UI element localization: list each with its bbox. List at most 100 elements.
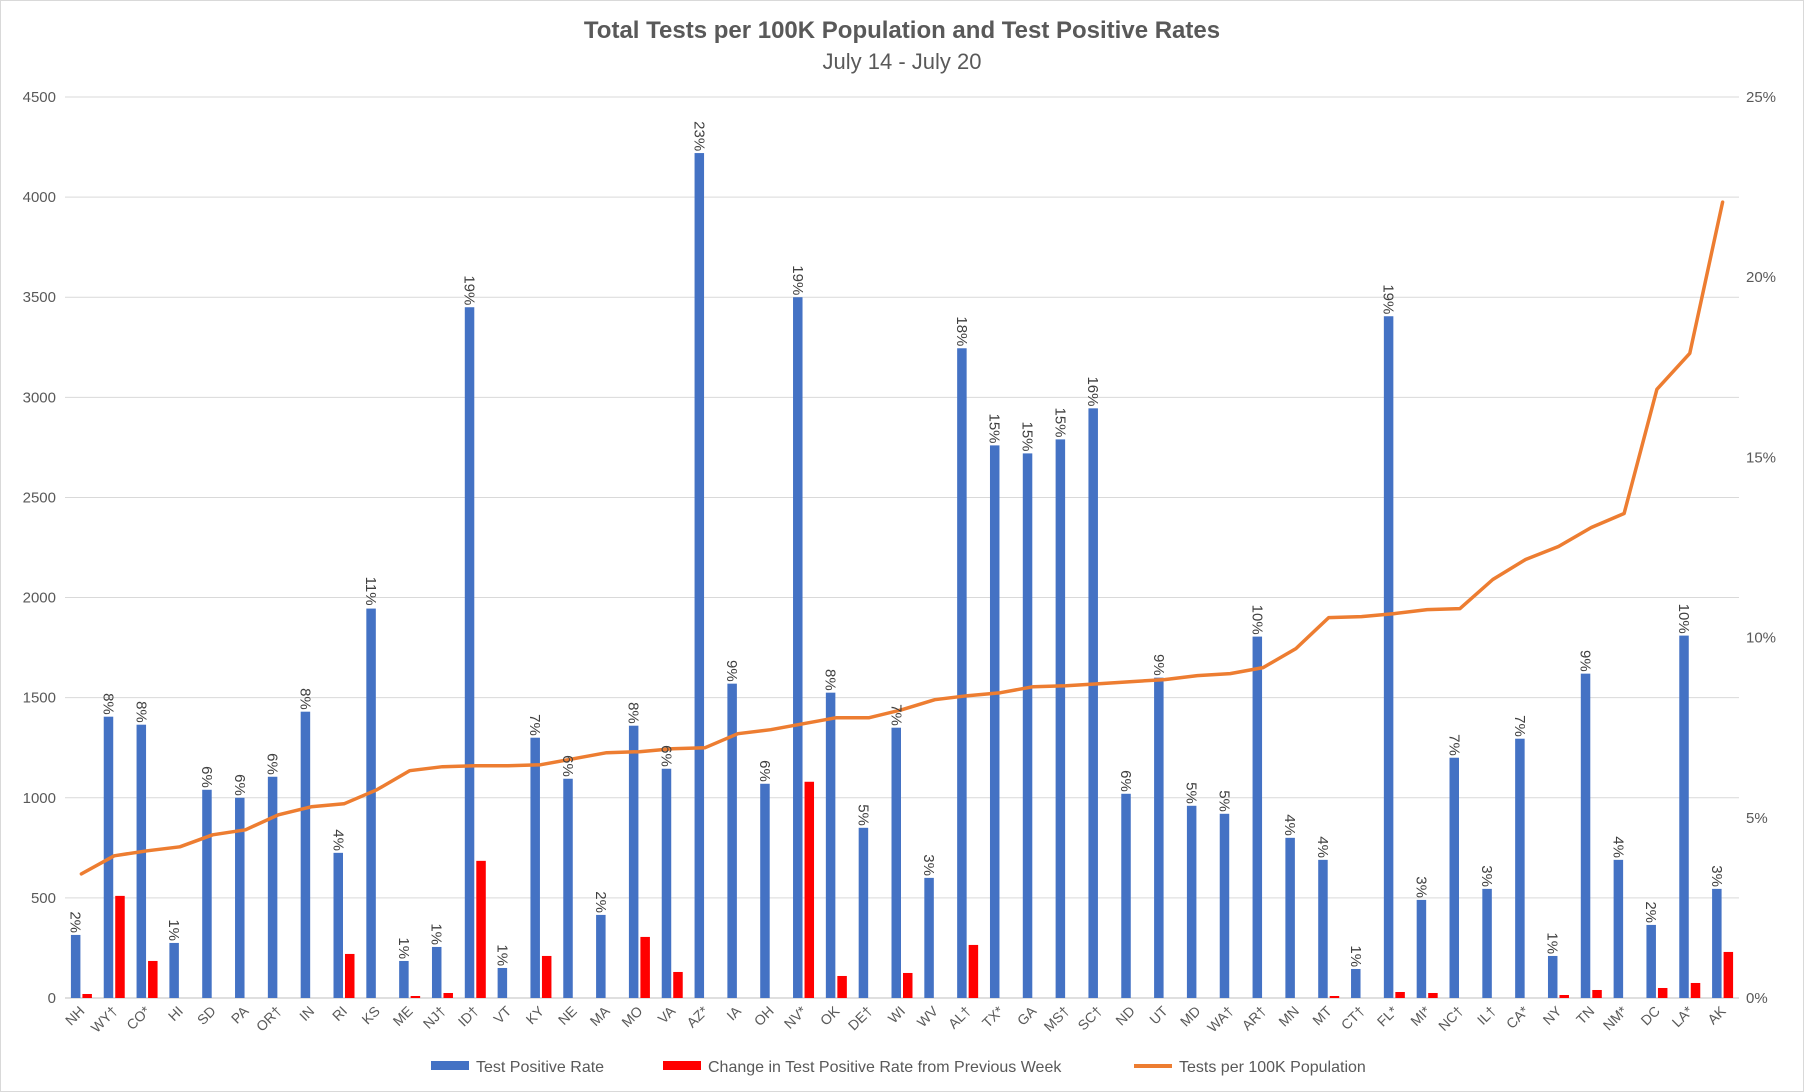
bar-test-positive-rate <box>1515 738 1525 998</box>
bar-test-positive-rate <box>1482 888 1492 998</box>
bar-change-positive-rate <box>443 992 453 998</box>
gridlines <box>65 96 1739 999</box>
x-category-label: KS <box>358 1003 383 1028</box>
x-category-label: NM* <box>1600 1002 1631 1033</box>
data-label-positive-rate: 19% <box>789 265 806 295</box>
y-right-tick-label: 25% <box>1746 89 1776 106</box>
data-label-positive-rate: 4% <box>1281 814 1298 836</box>
bar-test-positive-rate <box>1416 899 1427 998</box>
bar-test-positive-rate <box>1383 316 1394 998</box>
y-right-tick-label: 0% <box>1746 990 1768 1007</box>
legend-label: Tests per 100K Population <box>1179 1059 1366 1076</box>
y-right-tick-label: 20% <box>1746 269 1776 286</box>
bar-test-positive-rate <box>1351 968 1361 998</box>
bar-change-positive-rate <box>1395 991 1405 998</box>
x-category-label: AK <box>1704 1002 1729 1027</box>
bar-test-positive-rate <box>235 797 245 998</box>
data-label-positive-rate: 19% <box>1380 284 1397 314</box>
bar-test-positive-rate <box>267 776 278 998</box>
bar-test-positive-rate <box>1580 673 1591 998</box>
y-right-tick-label: 15% <box>1746 449 1776 466</box>
x-category-label: ID† <box>455 1003 482 1030</box>
bar-change-positive-rate <box>1690 982 1701 998</box>
bar-change-positive-rate <box>1559 994 1569 998</box>
x-category-label: TX* <box>979 1002 1007 1030</box>
data-label-positive-rate: 6% <box>756 760 773 782</box>
x-category-label: CA* <box>1503 1002 1532 1031</box>
bar-test-positive-rate <box>70 934 81 998</box>
bar-change-positive-rate <box>345 953 355 998</box>
data-label-positive-rate: 6% <box>198 766 215 788</box>
y-left-tick-label: 2000 <box>23 590 56 607</box>
bar-change-positive-rate <box>1428 992 1438 998</box>
data-label-positive-rate: 8% <box>296 688 313 710</box>
bar-test-positive-rate <box>1318 859 1328 998</box>
bar-change-positive-rate <box>673 971 683 998</box>
bar-test-positive-rate <box>1679 635 1689 998</box>
bar-test-positive-rate <box>858 827 869 998</box>
data-label-positive-rate: 23% <box>690 121 707 151</box>
data-label-positive-rate: 3% <box>1478 865 1495 887</box>
data-label-positive-rate: 8% <box>132 701 149 723</box>
data-label-positive-rate: 7% <box>1511 715 1528 737</box>
legend: Test Positive Rate Change in Test Positiv… <box>431 1059 1366 1076</box>
x-category-label: CT† <box>1338 1003 1368 1033</box>
x-category-label: OK <box>817 1002 843 1028</box>
y-right-tick-label: 10% <box>1746 630 1776 647</box>
data-label-positive-rate: 1% <box>395 937 412 959</box>
x-category-label: NV* <box>781 1002 810 1031</box>
line-tests-per-100k <box>79 200 1725 876</box>
bar-test-positive-rate <box>1154 677 1164 998</box>
data-label-positive-rate: 6% <box>231 774 248 796</box>
data-label-positive-rate: 18% <box>953 316 970 346</box>
right-axis: 0% 5% 10% 15% 20% 25% <box>1746 89 1776 1007</box>
x-category-label: LA* <box>1669 1002 1697 1030</box>
x-category-label: FL* <box>1374 1002 1401 1029</box>
x-category-label: PA <box>228 1002 252 1026</box>
data-label-positive-rate: 9% <box>1577 650 1594 672</box>
bar-test-positive-rate <box>169 942 179 998</box>
data-label-positive-rate: 6% <box>657 745 674 767</box>
x-category-label: ND <box>1112 1003 1138 1029</box>
legend-swatch <box>663 1061 701 1070</box>
bar-change-positive-rate <box>837 975 847 998</box>
x-category-label: WI <box>885 1003 908 1026</box>
bar-test-positive-rate <box>333 852 343 998</box>
data-label-positive-rate: 6% <box>559 755 576 777</box>
bar-test-positive-rate <box>202 789 212 998</box>
bar-change-positive-rate <box>410 995 421 998</box>
bar-test-positive-rate <box>399 960 409 998</box>
x-category-label: OR† <box>253 1003 285 1035</box>
bar-test-positive-rate <box>727 683 737 998</box>
x-category-label: MO <box>618 1003 645 1030</box>
x-category-label: NH <box>62 1003 88 1029</box>
data-label-positive-rate: 19% <box>461 275 478 305</box>
x-category-label: AL† <box>945 1003 974 1032</box>
x-category-label: NE <box>555 1003 580 1028</box>
data-label-positive-rate: 1% <box>1347 945 1364 967</box>
x-category-label: DC <box>1637 1003 1663 1029</box>
chart-title: Total Tests per 100K Population and Test… <box>584 17 1220 44</box>
bar-change-positive-rate <box>1723 951 1734 998</box>
data-label-positive-rate: 2% <box>1642 901 1659 923</box>
data-label-positive-rate: 7% <box>887 704 904 726</box>
bars <box>70 153 1734 998</box>
x-category-label: UT <box>1146 1002 1171 1027</box>
x-category-label: VA <box>655 1002 679 1026</box>
data-label-positive-rate: 10% <box>1248 605 1265 635</box>
data-label-positive-rate: 3% <box>920 854 937 876</box>
bar-test-positive-rate <box>924 877 934 998</box>
y-left-tick-label: 2500 <box>23 489 56 506</box>
data-label-positive-rate: 8% <box>822 669 839 691</box>
category-labels: NH WY† CO* HI SD PA OR† IN RI KS ME NJ† ID† VT KY NE MA M… <box>62 1002 1729 1035</box>
bar-test-positive-rate <box>1055 439 1066 998</box>
bar-change-positive-rate <box>804 781 815 998</box>
legend-swatch <box>431 1061 469 1070</box>
y-left-tick-label: 3500 <box>23 289 56 306</box>
data-label-positive-rate: 6% <box>264 753 281 775</box>
data-label-positive-rate: 15% <box>1019 421 1036 451</box>
bar-change-positive-rate <box>903 972 913 998</box>
bar-test-positive-rate <box>989 445 1000 998</box>
bar-test-positive-rate <box>1449 757 1459 998</box>
